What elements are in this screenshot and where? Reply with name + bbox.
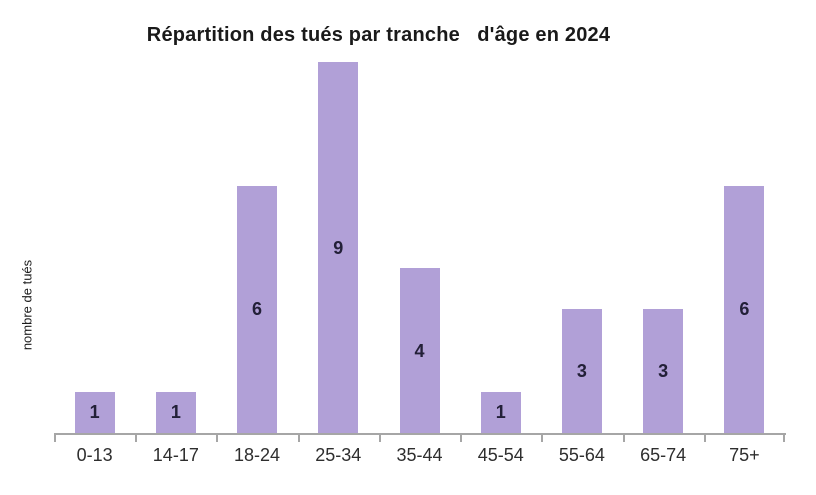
x-axis-tick (378, 433, 381, 442)
x-tick-label: 75+ (729, 445, 760, 465)
x-axis-tick (216, 433, 219, 442)
bar-value-label: 6 (739, 299, 750, 320)
bar-value-label: 4 (414, 340, 425, 361)
x-axis-tick (135, 433, 138, 442)
x-axis-tick (622, 433, 625, 442)
bar-75+: 6 (724, 185, 765, 433)
bar-65-74: 3 (643, 309, 684, 433)
x-axis-tick (297, 433, 300, 442)
x-tick-label: 65-74 (640, 445, 687, 465)
x-tick-label: 25-34 (315, 445, 362, 465)
bar-35-44: 4 (399, 268, 440, 433)
bar-value-label: 9 (333, 237, 344, 258)
x-tick-label: 35-44 (396, 445, 443, 465)
x-tick-label: 55-64 (558, 445, 605, 465)
chart-title: Répartition des tués par tranche d'âge e… (146, 24, 611, 46)
bar-value-label: 1 (170, 402, 181, 423)
x-tick-label: 0-13 (76, 445, 113, 465)
plot-area: 1 1 6 9 4 1 3 3 6 (54, 62, 785, 433)
bar-0-13: 1 (74, 391, 115, 433)
bar-14-17: 1 (155, 391, 196, 433)
x-axis-tick (703, 433, 706, 442)
bar-55-64: 3 (561, 309, 602, 433)
x-tick-label: 14-17 (152, 445, 199, 465)
x-axis-tick (541, 433, 544, 442)
x-axis-tick (460, 433, 463, 442)
x-axis-line (54, 433, 786, 435)
bar-45-54: 1 (480, 391, 521, 433)
bar-value-label: 3 (576, 361, 587, 382)
bar-25-34: 9 (318, 62, 359, 433)
x-axis-tick (54, 433, 56, 442)
x-tick-label: 18-24 (234, 445, 281, 465)
bar-18-24: 6 (237, 185, 278, 433)
x-axis-tick (783, 433, 785, 442)
bar-value-label: 1 (495, 402, 506, 423)
y-axis-label: nombre de tués (19, 259, 35, 351)
x-tick-label: 45-54 (477, 445, 524, 465)
bar-value-label: 6 (252, 299, 263, 320)
bar-value-label: 1 (89, 402, 100, 423)
bar-value-label: 3 (658, 361, 669, 382)
